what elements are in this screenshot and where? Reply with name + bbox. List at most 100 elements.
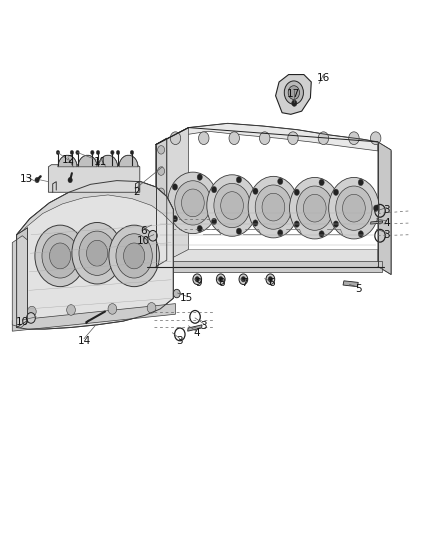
Text: 3: 3 <box>383 205 390 215</box>
Circle shape <box>328 177 379 239</box>
Circle shape <box>297 186 333 230</box>
Circle shape <box>158 252 165 260</box>
Circle shape <box>358 231 364 237</box>
Polygon shape <box>371 221 383 224</box>
Polygon shape <box>12 236 28 327</box>
Text: 11: 11 <box>94 157 107 166</box>
Text: 6: 6 <box>141 226 147 236</box>
Text: 5: 5 <box>355 284 362 294</box>
Text: 3: 3 <box>383 230 390 240</box>
Polygon shape <box>156 127 188 266</box>
Circle shape <box>288 132 298 144</box>
Circle shape <box>170 132 181 144</box>
Circle shape <box>67 305 75 316</box>
Polygon shape <box>48 165 140 192</box>
Text: 4: 4 <box>193 328 200 338</box>
Circle shape <box>268 277 272 282</box>
Circle shape <box>70 150 74 155</box>
Circle shape <box>288 86 300 100</box>
Text: 17: 17 <box>287 89 300 99</box>
Circle shape <box>197 225 202 232</box>
Text: 3: 3 <box>201 321 207 331</box>
Circle shape <box>28 306 36 317</box>
Circle shape <box>148 230 157 241</box>
Polygon shape <box>187 325 202 331</box>
Circle shape <box>219 277 223 282</box>
Polygon shape <box>156 138 167 266</box>
Circle shape <box>255 185 292 229</box>
Circle shape <box>334 205 339 212</box>
Circle shape <box>374 205 379 212</box>
Polygon shape <box>17 228 28 327</box>
Circle shape <box>96 150 100 155</box>
Circle shape <box>195 277 199 282</box>
Circle shape <box>124 243 145 269</box>
Circle shape <box>253 220 258 226</box>
Polygon shape <box>156 249 378 266</box>
Text: 7: 7 <box>241 278 247 288</box>
Text: 3: 3 <box>177 336 183 346</box>
Circle shape <box>290 177 340 239</box>
Circle shape <box>262 193 285 221</box>
Polygon shape <box>78 155 97 167</box>
Text: 9: 9 <box>195 278 202 288</box>
Polygon shape <box>17 181 173 329</box>
Circle shape <box>221 192 244 220</box>
Circle shape <box>172 216 177 222</box>
Circle shape <box>175 181 211 225</box>
Text: 10: 10 <box>16 317 29 327</box>
Circle shape <box>214 183 250 228</box>
Circle shape <box>216 274 225 285</box>
Circle shape <box>253 188 258 195</box>
Circle shape <box>259 132 270 144</box>
Circle shape <box>35 177 39 183</box>
Text: 14: 14 <box>78 336 91 346</box>
Circle shape <box>237 228 241 235</box>
Circle shape <box>130 150 134 155</box>
Circle shape <box>87 240 108 266</box>
Polygon shape <box>58 155 77 167</box>
Circle shape <box>278 178 283 184</box>
Circle shape <box>241 277 246 282</box>
Circle shape <box>294 221 300 227</box>
Circle shape <box>116 234 152 278</box>
Circle shape <box>284 81 304 104</box>
Circle shape <box>158 230 165 239</box>
Circle shape <box>27 313 35 323</box>
Circle shape <box>56 150 60 155</box>
Polygon shape <box>149 261 382 272</box>
Circle shape <box>68 177 72 183</box>
Circle shape <box>212 218 217 224</box>
Circle shape <box>172 184 177 190</box>
Polygon shape <box>276 75 311 114</box>
Circle shape <box>349 132 359 144</box>
Circle shape <box>72 222 122 284</box>
Circle shape <box>343 195 365 222</box>
Circle shape <box>198 132 209 144</box>
Circle shape <box>319 179 324 185</box>
Circle shape <box>158 167 165 175</box>
Circle shape <box>237 176 241 183</box>
Text: 12: 12 <box>61 155 74 165</box>
Text: 15: 15 <box>180 293 193 303</box>
Circle shape <box>158 146 165 154</box>
Circle shape <box>318 132 328 144</box>
Circle shape <box>319 231 324 237</box>
Circle shape <box>76 150 79 155</box>
Circle shape <box>336 186 372 230</box>
Circle shape <box>49 243 71 269</box>
Circle shape <box>173 289 180 298</box>
Circle shape <box>278 230 283 236</box>
Circle shape <box>358 179 364 185</box>
Circle shape <box>158 188 165 197</box>
Circle shape <box>42 234 78 278</box>
Text: 13: 13 <box>20 174 33 184</box>
Circle shape <box>181 189 204 217</box>
Circle shape <box>158 209 165 217</box>
Polygon shape <box>17 181 173 240</box>
Circle shape <box>116 150 120 155</box>
Polygon shape <box>99 155 117 167</box>
Circle shape <box>212 187 217 193</box>
Circle shape <box>212 200 218 206</box>
Circle shape <box>207 175 257 236</box>
